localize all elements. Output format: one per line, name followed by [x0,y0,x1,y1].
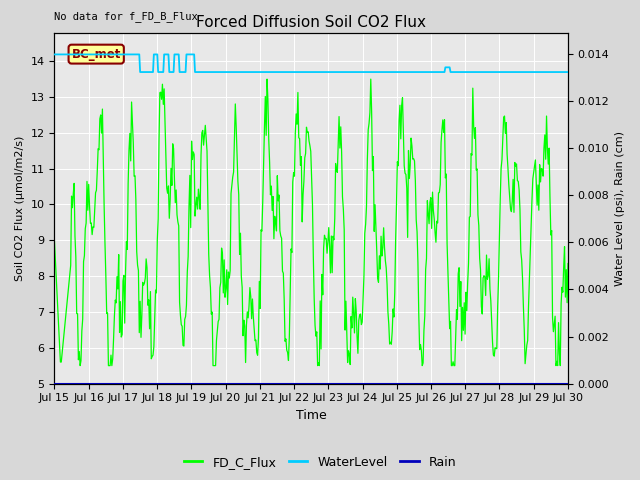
Text: BC_met: BC_met [72,48,121,60]
Legend: FD_C_Flux, WaterLevel, Rain: FD_C_Flux, WaterLevel, Rain [179,451,461,474]
Text: No data for f_FD_B_Flux: No data for f_FD_B_Flux [54,12,198,23]
X-axis label: Time: Time [296,409,326,422]
Title: Forced Diffusion Soil CO2 Flux: Forced Diffusion Soil CO2 Flux [196,15,426,30]
Y-axis label: Soil CO2 Flux (μmol/m2/s): Soil CO2 Flux (μmol/m2/s) [15,135,25,281]
Y-axis label: Water Level (psi), Rain (cm): Water Level (psi), Rain (cm) [615,131,625,286]
